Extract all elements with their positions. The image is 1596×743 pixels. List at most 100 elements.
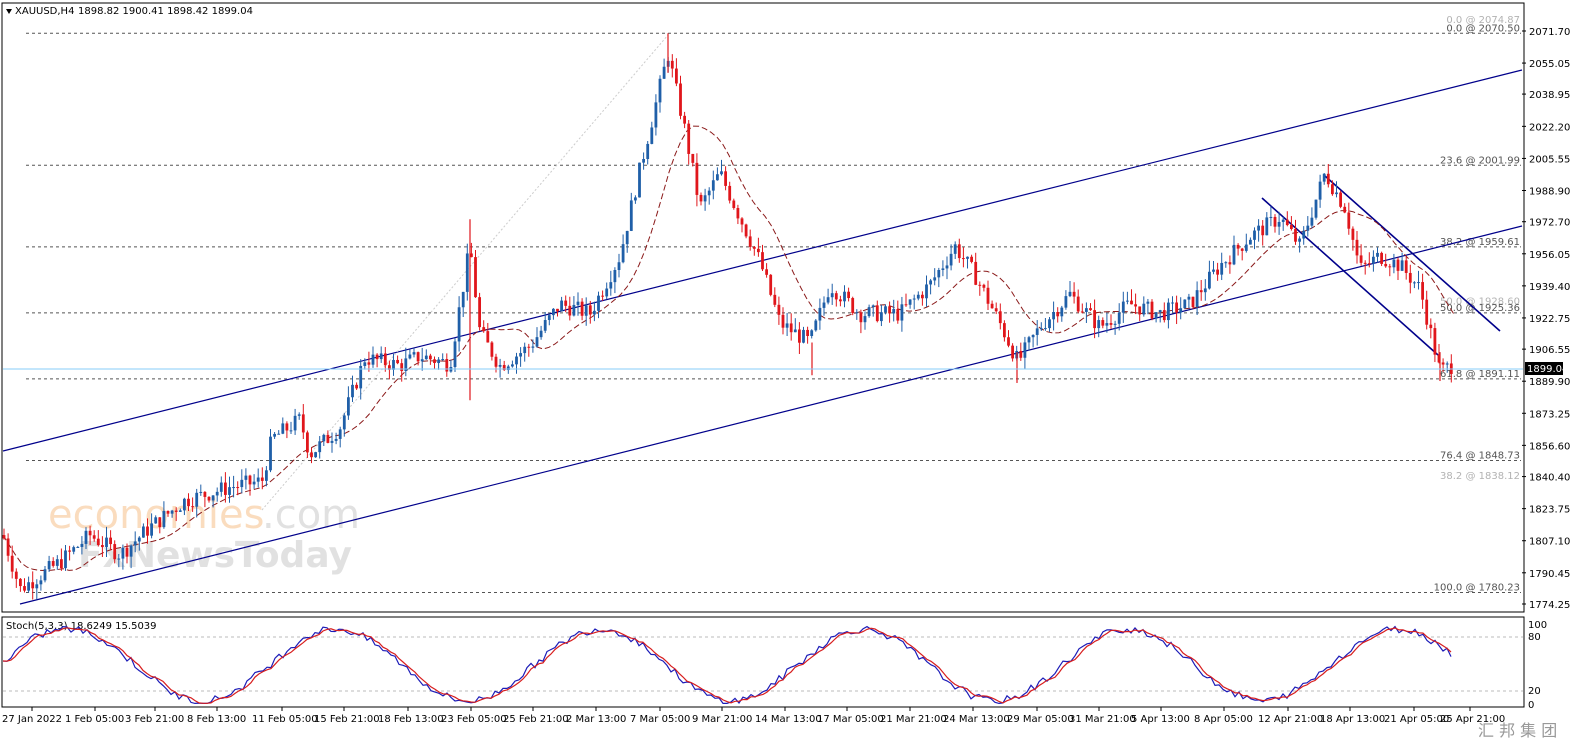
candle-bull [929, 280, 932, 285]
candle-bear [994, 308, 998, 312]
candle-bear [1072, 291, 1076, 297]
watermark-corner: 汇 邦 集 团 [1478, 721, 1557, 740]
candle-bull [916, 294, 920, 299]
candle-bear [248, 475, 252, 485]
candle-bear [301, 414, 305, 433]
candle-bull [1249, 239, 1252, 245]
candle-bull [195, 492, 199, 507]
candle-bear [92, 535, 96, 539]
candle-bull [912, 298, 916, 300]
candle-bear [957, 244, 961, 259]
candle-bull [1335, 192, 1338, 195]
candle-bull [941, 268, 945, 270]
candle-bull [1376, 252, 1379, 257]
candle-bull [1257, 225, 1260, 231]
y-tick-label: 2055.05 [1529, 59, 1570, 70]
y-tick-label: 1790.45 [1529, 569, 1570, 580]
candle-bear [1011, 345, 1014, 359]
candle-bear [781, 314, 785, 328]
candle-bull [1052, 312, 1055, 320]
candle-bear [367, 362, 371, 365]
candle-bull [461, 291, 465, 308]
stochastic-panel: Stoch(5,3,3) 18.6249 15.5039 100 80 20 0 [2, 620, 1547, 711]
candle-bull [1158, 310, 1162, 313]
candle-bull [933, 277, 937, 281]
candle-bear [355, 384, 358, 389]
candle-bull [457, 307, 461, 342]
candle-bull [1277, 221, 1281, 227]
candle-bear [101, 545, 104, 548]
candle-bull [1281, 219, 1285, 222]
candle-bull [572, 304, 576, 316]
candle-bear [23, 586, 26, 591]
candle-bull [1417, 282, 1420, 284]
candle-bear [974, 261, 978, 285]
fib-level-label: 0.0 @ 2074.87 [1446, 15, 1520, 26]
candle-bear [1380, 252, 1383, 264]
candle-bear [888, 306, 891, 314]
candle-bull [441, 359, 445, 361]
current-price-tag: 1899.04 [1525, 362, 1568, 375]
candle-bull [1187, 296, 1191, 300]
candle-bear [679, 83, 682, 116]
candle-bear [740, 218, 744, 225]
candle-bull [1195, 290, 1199, 307]
candle-bear [502, 364, 506, 371]
candle-bull [1306, 225, 1310, 231]
candle-bull [830, 293, 834, 298]
candle-bear [1404, 260, 1408, 273]
fib-level-label: 23.6 @ 2001.99 [1440, 155, 1520, 166]
candle-bear [777, 304, 781, 315]
candle-bear [998, 311, 1002, 324]
candle-bear [433, 359, 436, 364]
candlesticks [2, 33, 1453, 600]
candle-bear [388, 365, 391, 370]
candle-bear [1421, 282, 1424, 300]
candle-bear [1076, 296, 1080, 312]
candle-bear [310, 452, 313, 458]
candle-bull [1146, 301, 1150, 304]
descending-channel-upper [1324, 175, 1501, 332]
candle-bull [867, 307, 871, 317]
candle-bear [191, 506, 194, 508]
x-tick-label: 18 Apr 13:00 [1320, 714, 1385, 725]
candle-bear [88, 530, 92, 536]
candle-bull [609, 282, 613, 289]
candle-bull [215, 491, 219, 496]
y-tick-label: 1774.25 [1529, 600, 1570, 611]
y-tick-label: 1856.60 [1529, 441, 1570, 452]
fib-level-label: 100.0 @ 1780.23 [1434, 582, 1520, 593]
candle-bear [982, 284, 986, 288]
candle-bear [744, 224, 748, 237]
candle-bear [60, 559, 63, 569]
time-axis: 27 Jan 2022 1 Feb 05:00 3 Feb 21:00 8 Feb 1… [2, 707, 1505, 725]
y-tick-label: 1906.55 [1529, 345, 1570, 356]
candle-bear [695, 162, 699, 195]
candle-bear [859, 312, 863, 323]
candle-bull [625, 230, 629, 245]
candle-bull [342, 415, 346, 430]
stoch-tick-100: 100 [1528, 620, 1547, 631]
candle-bull [142, 526, 145, 538]
candle-bull [1121, 301, 1125, 313]
candle-bear [588, 305, 592, 315]
candle-bear [326, 434, 330, 443]
candle-bear [1396, 259, 1400, 271]
candle-bull [72, 547, 76, 552]
candle-bull [359, 365, 363, 389]
candle-bull [539, 330, 543, 338]
candle-bull [55, 559, 59, 566]
candle-bear [970, 256, 973, 262]
candle-bull [273, 433, 276, 437]
candle-bull [1167, 302, 1170, 321]
candle-bear [1003, 323, 1006, 338]
candle-bull [634, 197, 637, 201]
candle-bear [1355, 239, 1359, 256]
candle-bear [1384, 263, 1388, 267]
candle-bull [392, 359, 395, 370]
candle-bull [613, 270, 617, 283]
candle-bull [810, 330, 814, 336]
candle-bull [785, 323, 789, 328]
y-tick-label: 1972.70 [1529, 218, 1570, 229]
